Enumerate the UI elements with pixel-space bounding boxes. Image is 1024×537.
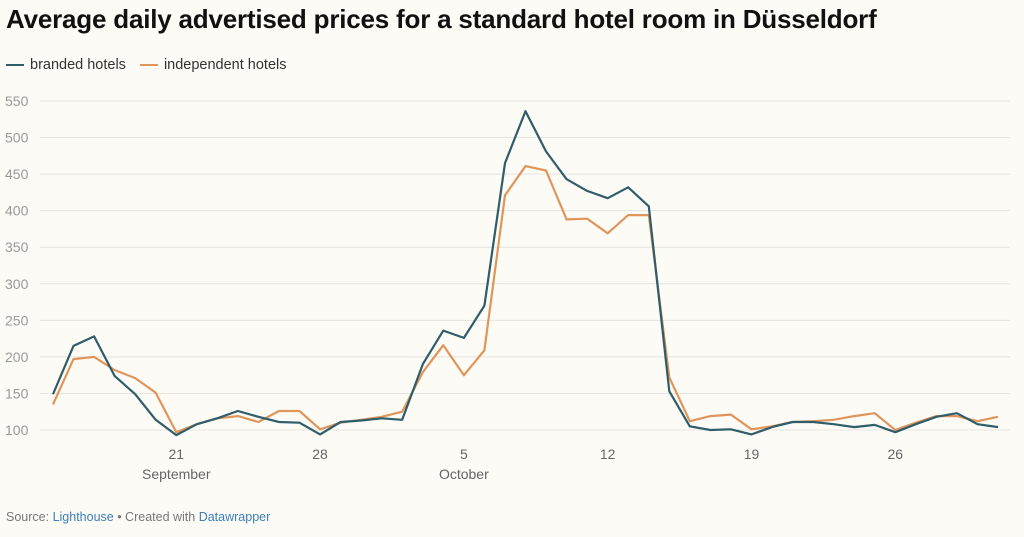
x-tick-label: 21: [168, 446, 184, 462]
legend-swatch-independent: [139, 63, 158, 67]
x-tick-label: 12: [600, 446, 616, 462]
datawrapper-link[interactable]: Datawrapper: [198, 510, 271, 524]
source-link[interactable]: Lighthouse: [52, 510, 114, 524]
y-tick-label: 450: [5, 166, 29, 182]
x-tick-month-label: October: [439, 466, 489, 482]
footer: Source: Lighthouse • Created with Datawr…: [6, 510, 270, 524]
y-tick-label: 500: [5, 130, 29, 146]
series-line-branded: [51, 110, 999, 437]
x-tick-label: 5: [460, 446, 468, 462]
x-tick-label: 28: [312, 446, 328, 462]
y-tick-label: 100: [5, 422, 29, 438]
legend-item-branded: branded hotels: [6, 57, 126, 73]
x-tick-label: 19: [744, 446, 760, 462]
y-tick-label: 200: [5, 349, 29, 365]
legend-item-independent: independent hotels: [139, 57, 287, 73]
source-label: Source:: [6, 510, 53, 524]
series-line-independent: [51, 165, 999, 434]
legend-label-independent: independent hotels: [163, 57, 287, 73]
y-tick-label: 350: [5, 239, 29, 255]
y-tick-label: 550: [5, 93, 29, 109]
created-with-label: • Created with: [113, 510, 199, 524]
x-tick-month-label: September: [142, 466, 211, 482]
y-tick-label: 400: [5, 203, 29, 219]
legend: branded hotels independent hotels: [6, 57, 287, 73]
legend-swatch-branded: [6, 63, 24, 67]
x-tick-label: 26: [887, 446, 903, 462]
y-tick-label: 250: [5, 312, 29, 328]
legend-label-branded: branded hotels: [30, 57, 126, 73]
chart-title: Average daily advertised prices for a st…: [6, 4, 877, 34]
y-tick-label: 150: [5, 385, 29, 401]
y-tick-label: 300: [5, 276, 29, 292]
